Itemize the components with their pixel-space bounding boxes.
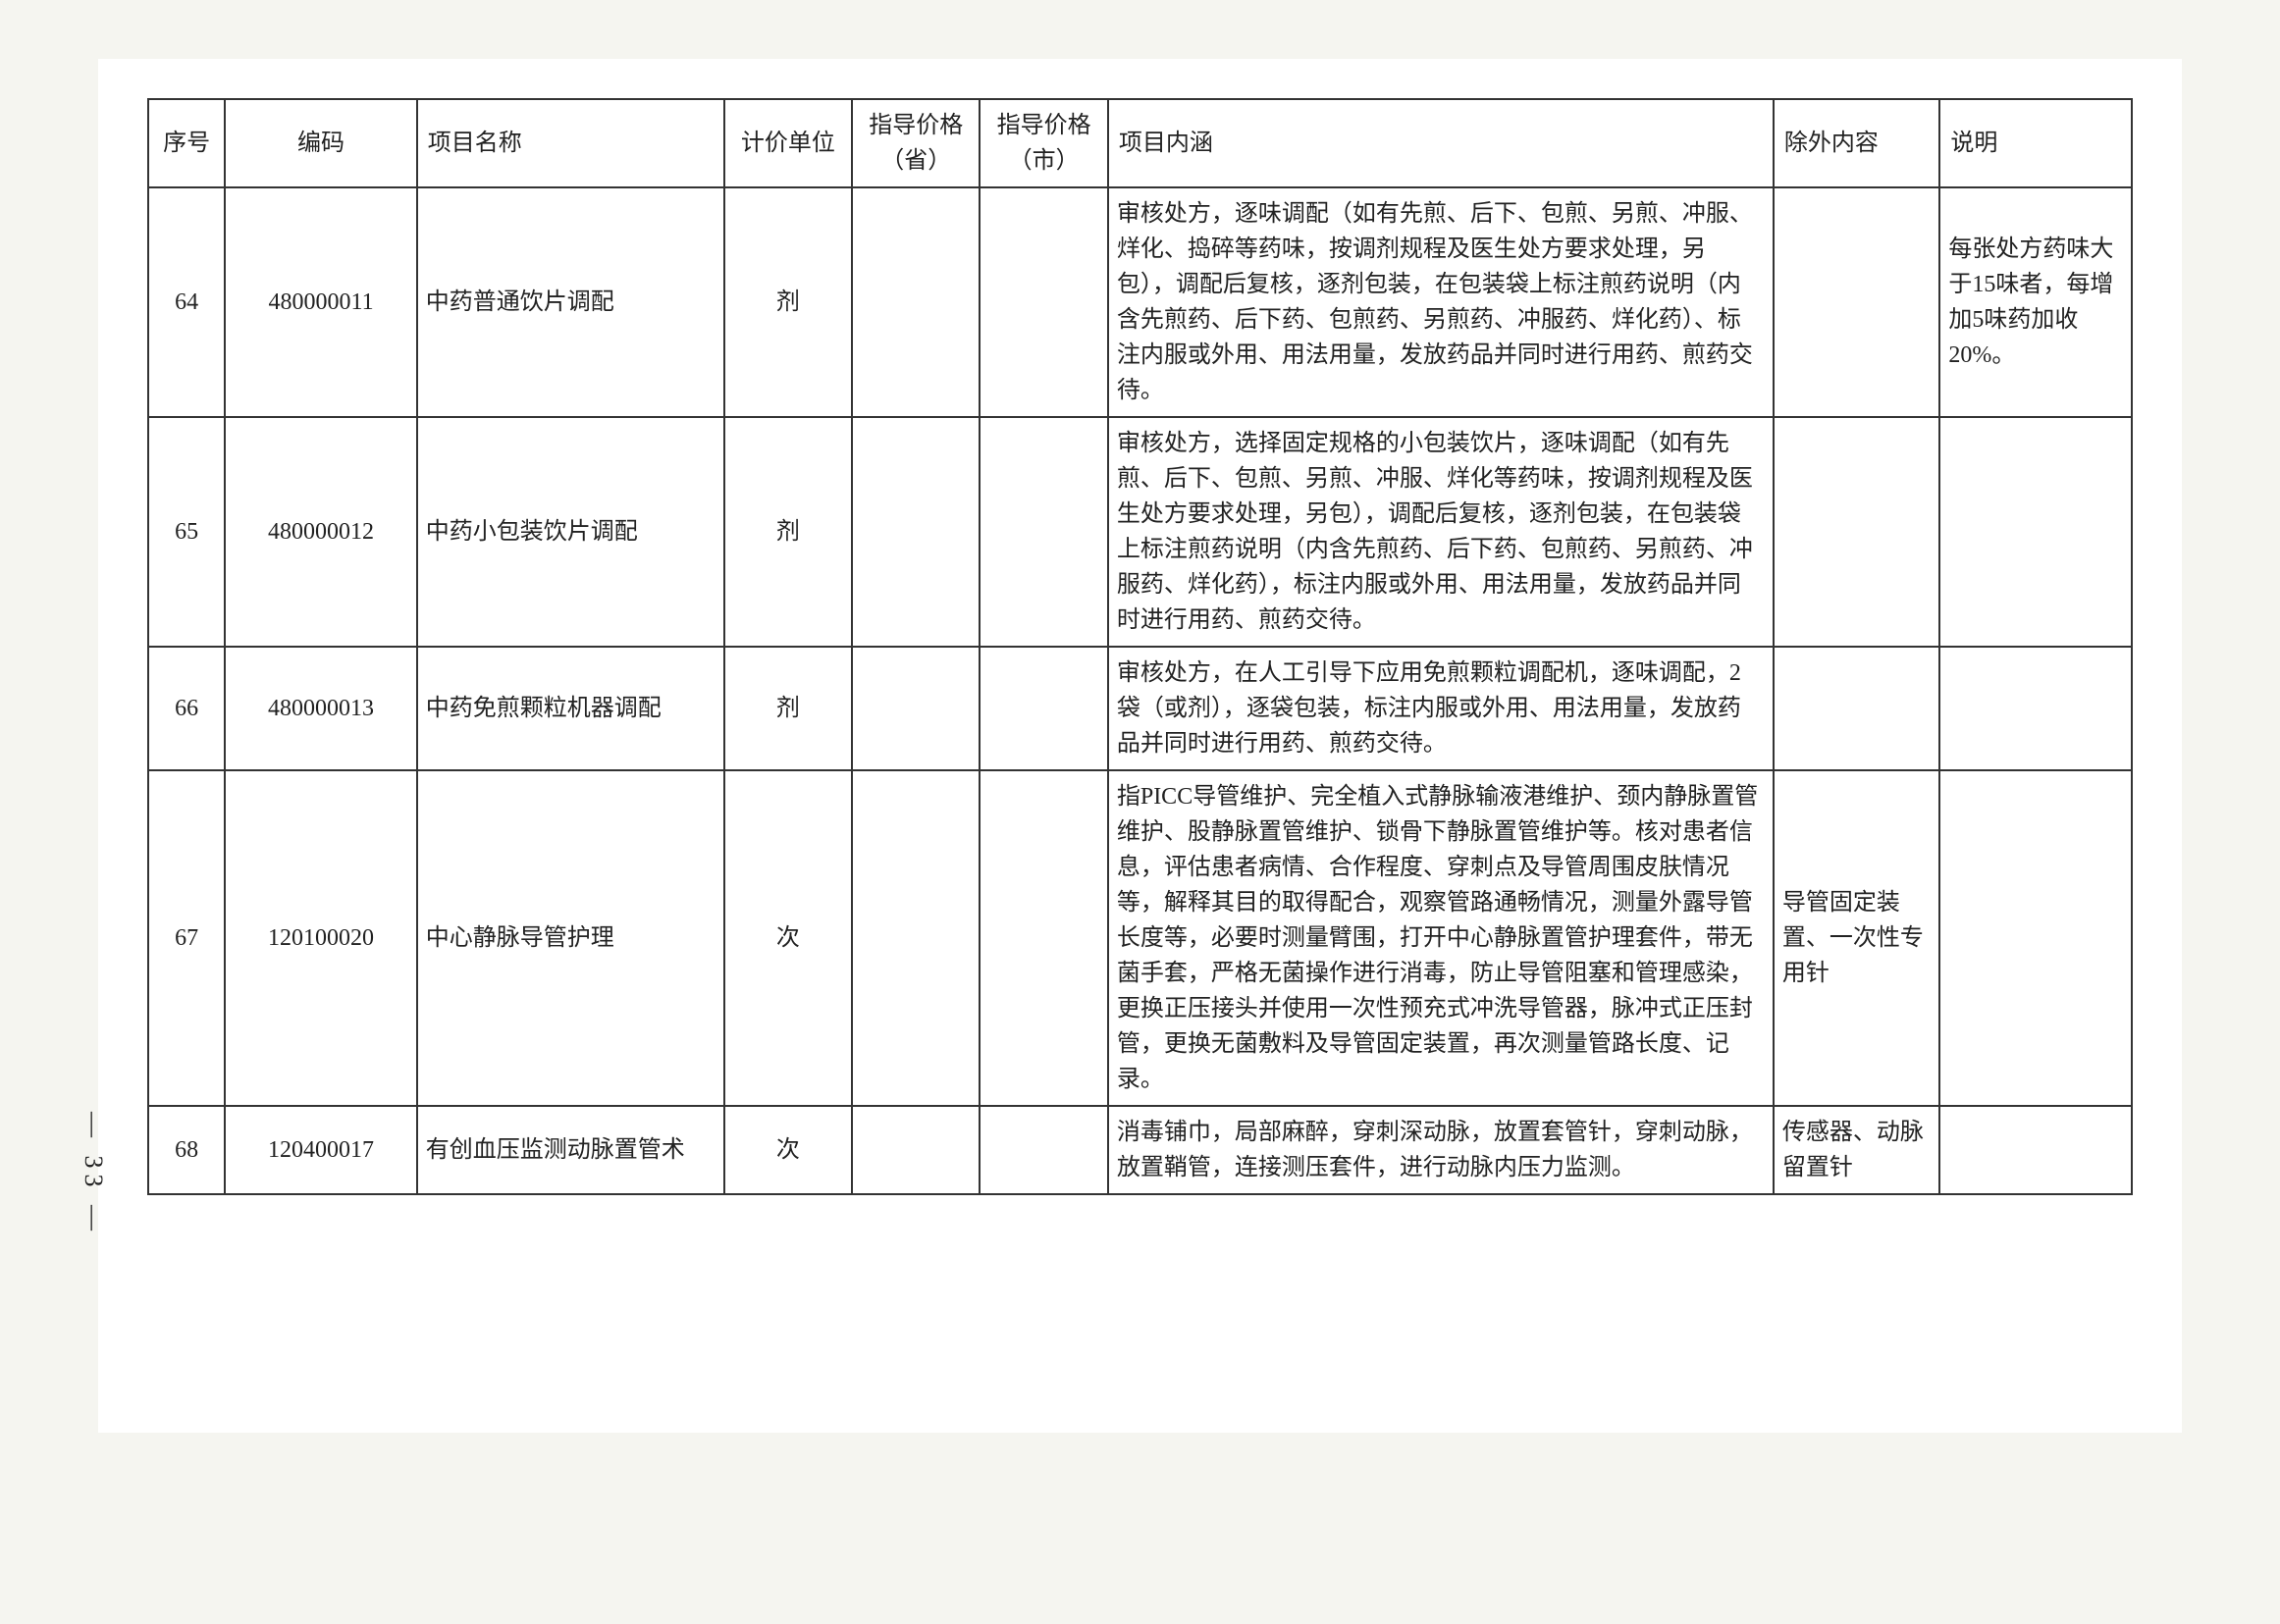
cell-unit: 剂 xyxy=(724,417,852,647)
cell-price-city xyxy=(980,770,1107,1106)
cell-exclusion: 导管固定装置、一次性专用针 xyxy=(1774,770,1940,1106)
pricing-table: 序号 编码 项目名称 计价单位 指导价格（省） 指导价格（市） 项目内涵 除外内… xyxy=(147,98,2133,1195)
cell-exclusion: 传感器、动脉留置针 xyxy=(1774,1106,1940,1194)
table-row: 67 120100020 中心静脉导管护理 次 指PICC导管维护、完全植入式静… xyxy=(148,770,2132,1106)
table-row: 66 480000013 中药免煎颗粒机器调配 剂 审核处方，在人工引导下应用免… xyxy=(148,647,2132,770)
cell-code: 480000011 xyxy=(225,187,417,417)
cell-price-province xyxy=(852,647,980,770)
cell-code: 480000013 xyxy=(225,647,417,770)
cell-unit: 次 xyxy=(724,770,852,1106)
cell-description: 审核处方，选择固定规格的小包装饮片，逐味调配（如有先煎、后下、包煎、另煎、冲服、… xyxy=(1108,417,1774,647)
header-code: 编码 xyxy=(225,99,417,187)
cell-seq: 68 xyxy=(148,1106,225,1194)
cell-note xyxy=(1939,770,2132,1106)
header-description: 项目内涵 xyxy=(1108,99,1774,187)
cell-name: 中心静脉导管护理 xyxy=(417,770,724,1106)
cell-exclusion xyxy=(1774,647,1940,770)
header-name: 项目名称 xyxy=(417,99,724,187)
cell-name: 中药免煎颗粒机器调配 xyxy=(417,647,724,770)
cell-seq: 65 xyxy=(148,417,225,647)
table-row: 68 120400017 有创血压监测动脉置管术 次 消毒铺巾，局部麻醉，穿刺深… xyxy=(148,1106,2132,1194)
header-unit: 计价单位 xyxy=(724,99,852,187)
table-header-row: 序号 编码 项目名称 计价单位 指导价格（省） 指导价格（市） 项目内涵 除外内… xyxy=(148,99,2132,187)
cell-unit: 剂 xyxy=(724,187,852,417)
cell-unit: 次 xyxy=(724,1106,852,1194)
cell-seq: 67 xyxy=(148,770,225,1106)
cell-seq: 64 xyxy=(148,187,225,417)
cell-note xyxy=(1939,647,2132,770)
cell-unit: 剂 xyxy=(724,647,852,770)
table-row: 65 480000012 中药小包装饮片调配 剂 审核处方，选择固定规格的小包装… xyxy=(148,417,2132,647)
cell-price-province xyxy=(852,770,980,1106)
cell-description: 消毒铺巾，局部麻醉，穿刺深动脉，放置套管针，穿刺动脉，放置鞘管，连接测压套件，进… xyxy=(1108,1106,1774,1194)
cell-price-province xyxy=(852,417,980,647)
cell-seq: 66 xyxy=(148,647,225,770)
cell-code: 480000012 xyxy=(225,417,417,647)
cell-note xyxy=(1939,417,2132,647)
cell-description: 审核处方，逐味调配（如有先煎、后下、包煎、另煎、冲服、烊化、捣碎等药味，按调剂规… xyxy=(1108,187,1774,417)
cell-price-city xyxy=(980,1106,1107,1194)
cell-description: 审核处方，在人工引导下应用免煎颗粒调配机，逐味调配，2袋（或剂），逐袋包装，标注… xyxy=(1108,647,1774,770)
header-note: 说明 xyxy=(1939,99,2132,187)
cell-price-city xyxy=(980,187,1107,417)
table-header: 序号 编码 项目名称 计价单位 指导价格（省） 指导价格（市） 项目内涵 除外内… xyxy=(148,99,2132,187)
document-page: — 33 — 序号 编码 项目名称 计价单位 指导价格（省） 指导价格（市） 项… xyxy=(98,59,2182,1433)
header-price-city: 指导价格（市） xyxy=(980,99,1107,187)
cell-description: 指PICC导管维护、完全植入式静脉输液港维护、颈内静脉置管维护、股静脉置管维护、… xyxy=(1108,770,1774,1106)
cell-code: 120400017 xyxy=(225,1106,417,1194)
cell-name: 有创血压监测动脉置管术 xyxy=(417,1106,724,1194)
table-body: 64 480000011 中药普通饮片调配 剂 审核处方，逐味调配（如有先煎、后… xyxy=(148,187,2132,1194)
cell-note xyxy=(1939,1106,2132,1194)
cell-price-province xyxy=(852,1106,980,1194)
table-row: 64 480000011 中药普通饮片调配 剂 审核处方，逐味调配（如有先煎、后… xyxy=(148,187,2132,417)
header-exclusion: 除外内容 xyxy=(1774,99,1940,187)
cell-code: 120100020 xyxy=(225,770,417,1106)
cell-exclusion xyxy=(1774,417,1940,647)
header-seq: 序号 xyxy=(148,99,225,187)
header-price-province: 指导价格（省） xyxy=(852,99,980,187)
cell-note: 每张处方药味大于15味者，每增加5味药加收20%。 xyxy=(1939,187,2132,417)
cell-price-city xyxy=(980,647,1107,770)
cell-exclusion xyxy=(1774,187,1940,417)
cell-name: 中药小包装饮片调配 xyxy=(417,417,724,647)
page-number: — 33 — xyxy=(79,1112,108,1236)
cell-price-city xyxy=(980,417,1107,647)
cell-name: 中药普通饮片调配 xyxy=(417,187,724,417)
cell-price-province xyxy=(852,187,980,417)
